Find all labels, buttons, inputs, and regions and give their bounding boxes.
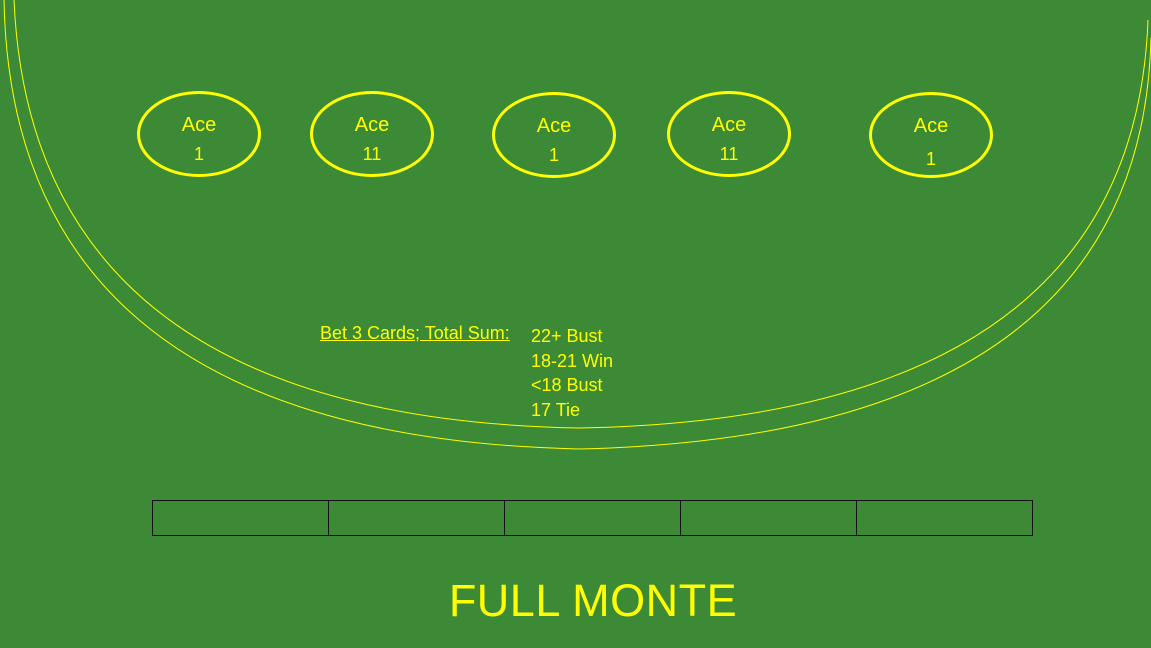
outcome-tie: 17 Tie	[531, 399, 581, 420]
bet-cell-2[interactable]	[329, 501, 505, 535]
card-spot-4[interactable]: Ace 11	[667, 91, 791, 177]
bet-cell-3[interactable]	[505, 501, 681, 535]
outcome-bust-low: <18 Bust	[531, 375, 603, 395]
card-value: 1	[193, 144, 204, 164]
card-value: 1	[548, 145, 559, 165]
card-name: Ace	[536, 115, 572, 137]
card-name: Ace	[181, 114, 217, 136]
game-title: FULL MONTE	[448, 575, 738, 626]
card-name: Ace	[354, 114, 390, 136]
bet-cell-4[interactable]	[681, 501, 857, 535]
rules-label: Bet 3 Cards; Total Sum:	[320, 323, 510, 343]
card-spot-5[interactable]: Ace 1	[869, 92, 993, 178]
card-spot-3[interactable]: Ace 1	[492, 92, 616, 178]
table-rail-inner	[13, 0, 1149, 429]
card-value: 11	[719, 144, 739, 164]
card-value: 1	[925, 149, 936, 169]
bet-cell-5[interactable]	[857, 501, 1032, 535]
card-name: Ace	[711, 114, 747, 136]
card-value: 11	[362, 144, 382, 164]
bet-cell-1[interactable]	[153, 501, 329, 535]
rules-outcome-list: 22+ Bust 18-21 Win <18 Bust 17 Tie	[531, 324, 613, 422]
card-spot-2[interactable]: Ace 11	[310, 91, 434, 177]
card-spot-1[interactable]: Ace 1	[137, 91, 261, 177]
outcome-bust-high: 22+ Bust	[531, 326, 603, 346]
outcome-win: 18-21 Win	[531, 350, 614, 371]
card-name: Ace	[913, 115, 949, 137]
table-rail-outer	[3, 0, 1151, 450]
bet-row	[152, 500, 1033, 536]
